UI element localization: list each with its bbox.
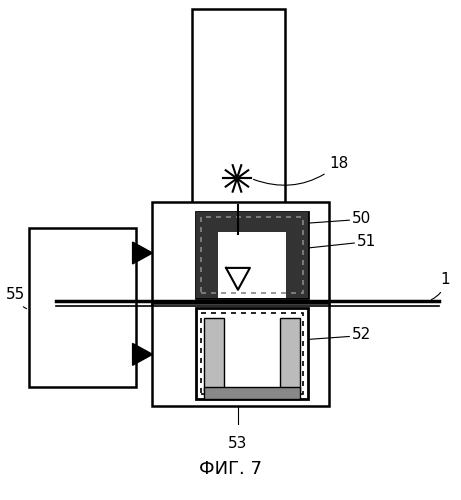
Bar	[29, 228, 136, 387]
Bar	[196, 212, 307, 232]
Text: 50: 50	[352, 210, 372, 226]
Text: 55: 55	[6, 287, 27, 308]
Bar	[196, 308, 307, 399]
Bar	[280, 318, 300, 391]
Polygon shape	[133, 344, 153, 365]
Bar	[196, 212, 218, 298]
Bar	[192, 10, 285, 205]
Bar	[204, 387, 300, 399]
Text: 18: 18	[254, 156, 349, 186]
Polygon shape	[226, 268, 250, 290]
Bar	[201, 217, 302, 292]
Bar	[196, 212, 307, 298]
Bar	[218, 232, 286, 298]
Text: 52: 52	[352, 327, 372, 342]
Polygon shape	[133, 242, 153, 264]
Bar	[201, 217, 302, 292]
Bar	[153, 302, 330, 406]
Text: 1: 1	[431, 272, 450, 299]
Bar	[153, 202, 330, 304]
Bar	[204, 318, 224, 391]
Bar	[201, 312, 302, 394]
Text: 53: 53	[228, 436, 248, 451]
Bar	[286, 212, 307, 298]
Text: ФИГ. 7: ФИГ. 7	[199, 460, 261, 477]
Text: 51: 51	[357, 234, 377, 248]
